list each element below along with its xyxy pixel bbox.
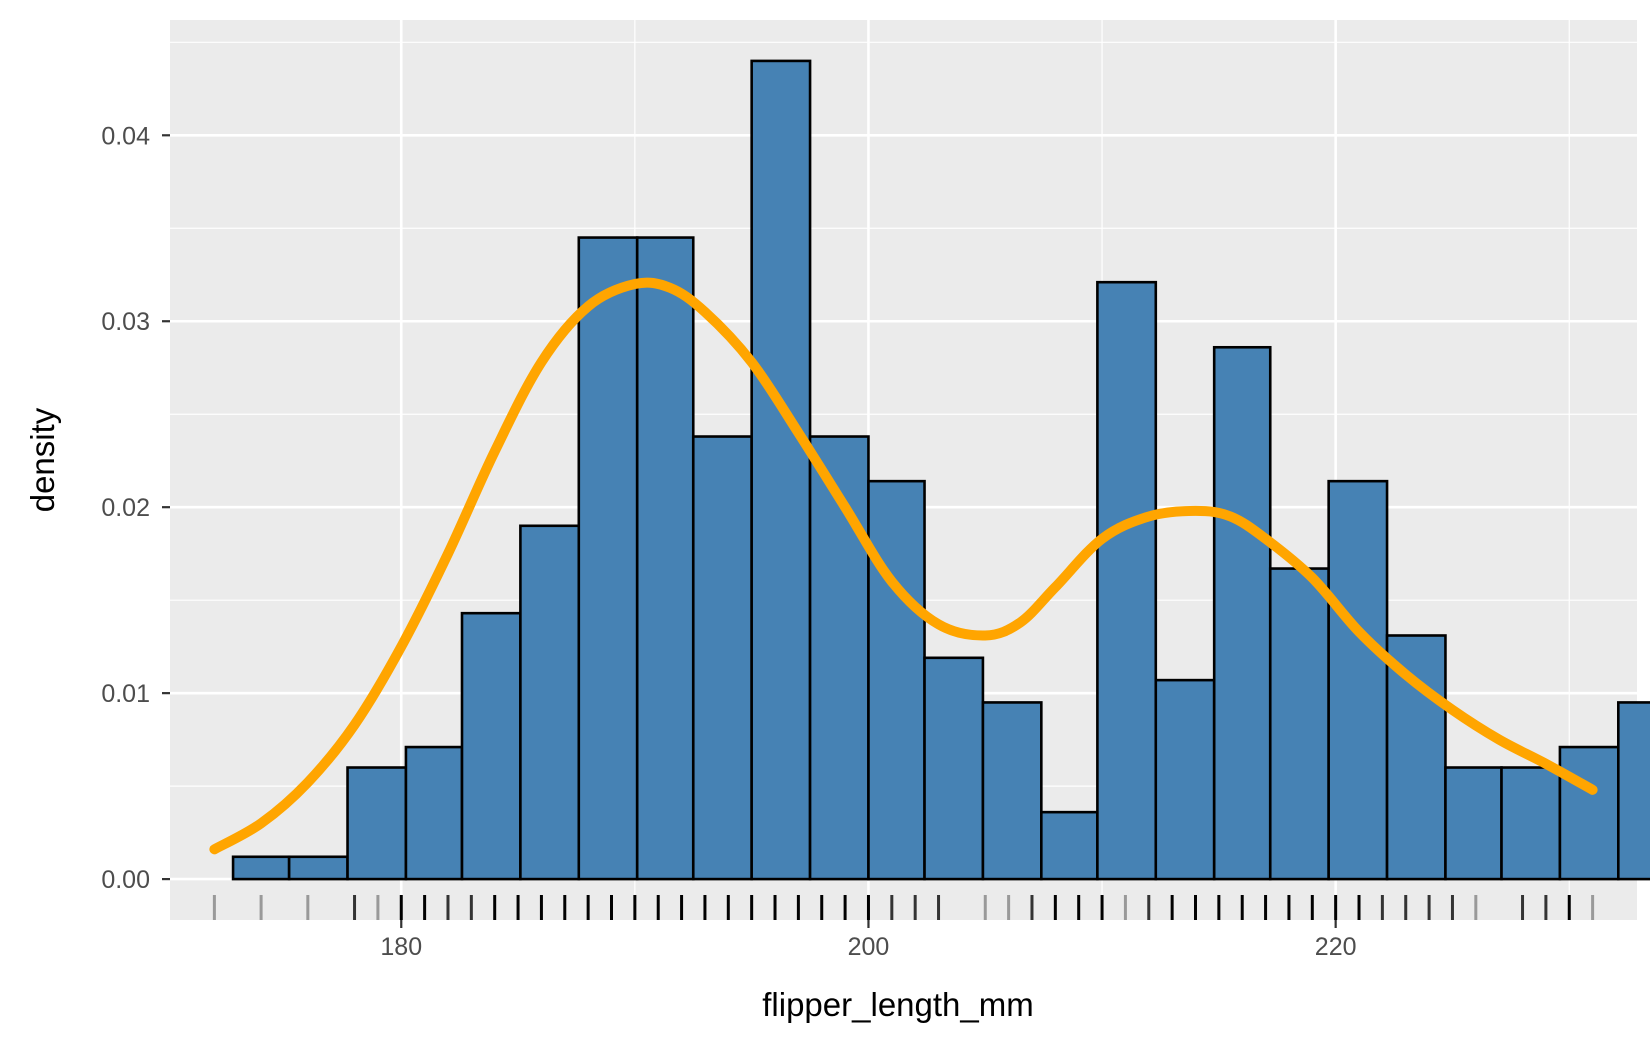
histogram-bar [1154, 678, 1216, 881]
histogram-bar [1444, 766, 1503, 881]
y-tick-label: 0.04 [101, 122, 150, 150]
rug-marks [212, 895, 1595, 920]
histogram-bar [519, 524, 581, 881]
y-axis-title: density [24, 407, 61, 512]
histogram-bar [981, 701, 1043, 881]
histogram-bar [346, 766, 408, 881]
y-tick-labels: 0.00 0.01 0.02 0.03 0.04 [101, 122, 150, 894]
y-tick-label: 0.00 [101, 866, 150, 894]
histogram-bar [1327, 479, 1389, 881]
x-tick-label: 220 [1315, 933, 1357, 961]
histogram-bar [231, 855, 291, 881]
histogram-bar [635, 236, 695, 881]
histogram-bars [231, 59, 1650, 881]
x-tick-label: 180 [380, 933, 422, 961]
histogram-bar [691, 435, 753, 881]
y-tick-label: 0.01 [101, 680, 150, 708]
histogram-bar [577, 236, 639, 881]
x-tick-labels: 180 200 220 [380, 933, 1356, 961]
y-tick-label: 0.03 [101, 308, 150, 336]
histogram-bar [1558, 745, 1620, 881]
histogram-bar [1500, 766, 1562, 881]
density-curve [209, 277, 1598, 855]
y-tick-label: 0.02 [101, 494, 150, 522]
histogram-bar [750, 59, 812, 881]
histogram-bar [867, 479, 926, 881]
x-tick-label: 200 [848, 933, 890, 961]
histogram-bar [1617, 701, 1650, 881]
histogram-bar [1040, 810, 1099, 881]
density-curve-layer [209, 277, 1598, 855]
histogram-bar [1268, 567, 1330, 881]
x-axis-title: flipper_length_mm [762, 986, 1033, 1023]
histogram-bar [287, 855, 349, 881]
histogram-bar [404, 745, 464, 881]
histogram-bar [460, 611, 522, 881]
axis-ticks [162, 134, 1337, 928]
histogram-bar [1096, 280, 1158, 881]
histogram-bar [923, 656, 985, 881]
histogram-bar [1212, 345, 1272, 881]
histogram-bar [1385, 634, 1447, 881]
